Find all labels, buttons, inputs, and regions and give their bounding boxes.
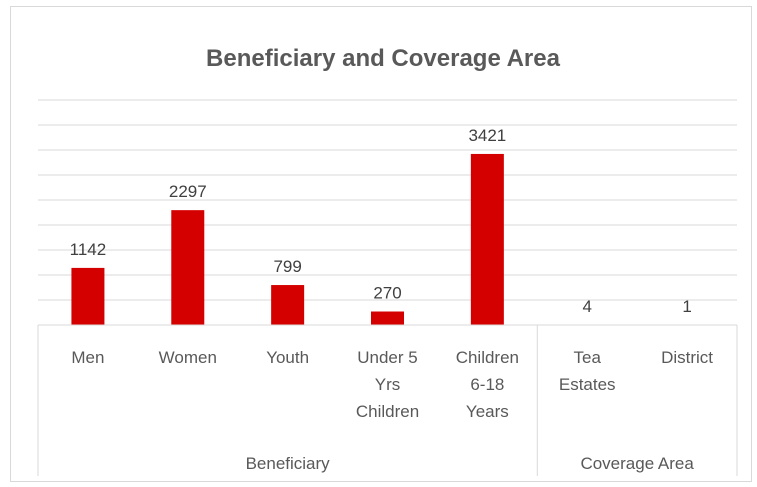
category-label: District xyxy=(661,348,713,367)
data-label: 1 xyxy=(682,297,691,316)
bar xyxy=(470,153,504,325)
category-label: Under 5 Yrs Children xyxy=(356,348,419,421)
chart-frame xyxy=(10,6,752,482)
bar xyxy=(271,285,305,325)
data-labels: 1142 2297 799 270 3421 4 1 xyxy=(70,126,692,316)
gridlines xyxy=(38,99,737,301)
data-label: 270 xyxy=(373,284,401,303)
group-label: Coverage Area xyxy=(580,454,694,473)
category-label: Children 6-18 Years xyxy=(456,348,519,421)
data-label: 2297 xyxy=(169,182,207,201)
chart-title: Beneficiary and Coverage Area xyxy=(206,45,561,72)
bar xyxy=(171,210,205,325)
category-label: Men xyxy=(71,348,104,367)
category-label: Women xyxy=(159,348,217,367)
category-axis: Men Women Youth Under 5 Yrs Children Children 6… xyxy=(37,324,738,476)
category-label: Tea Estates xyxy=(559,348,616,394)
group-label: Beneficiary xyxy=(246,454,331,473)
bar xyxy=(71,267,105,325)
data-label: 4 xyxy=(582,297,591,316)
data-label: 3421 xyxy=(468,126,506,145)
bar xyxy=(371,311,404,325)
data-label: 799 xyxy=(273,257,301,276)
data-label: 1142 xyxy=(70,240,107,259)
bars xyxy=(71,153,704,325)
category-label: Youth xyxy=(266,348,309,367)
